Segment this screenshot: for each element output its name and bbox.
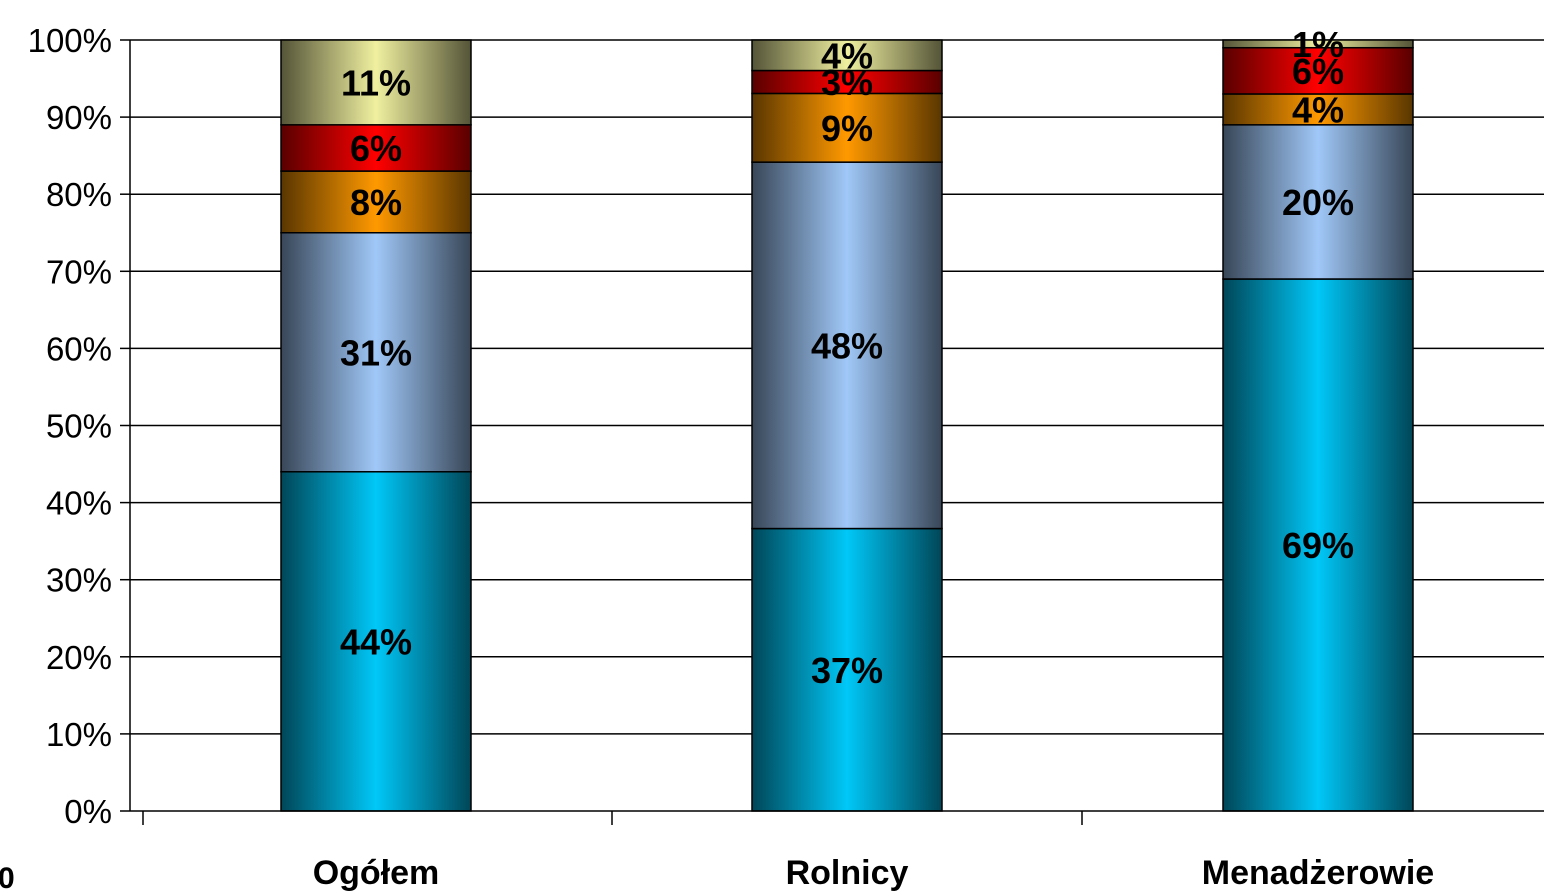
- data-label: 44%: [340, 621, 412, 662]
- bar-segment: [1222, 46, 1414, 95]
- data-label: 6%: [1292, 51, 1344, 92]
- data-label: 20%: [1282, 182, 1354, 223]
- bar-segment: [1222, 93, 1414, 126]
- y-tick-label: 50%: [46, 408, 112, 445]
- y-tick-label: 80%: [46, 176, 112, 213]
- bar-segment: [751, 92, 943, 163]
- data-label: 1%: [1292, 24, 1344, 65]
- data-label: 48%: [811, 325, 883, 366]
- y-tick-label: 40%: [46, 485, 112, 522]
- data-labels: 44%31%8%6%11%37%48%9%3%4%69%20%4%6%1%: [340, 24, 1354, 691]
- bar-segment: [280, 471, 472, 812]
- y-tick-label: 100%: [28, 22, 112, 59]
- bar-segment: [1222, 39, 1414, 49]
- x-category-label: Ogółem: [313, 854, 440, 892]
- y-tick-label: 60%: [46, 330, 112, 367]
- x-axis-category-labels: Ogółem Rolnicy Menadżerowie: [313, 854, 1434, 892]
- data-label: 11%: [341, 62, 411, 103]
- data-label: 3%: [821, 62, 873, 103]
- y-tick-label: 10%: [46, 716, 112, 753]
- y-axis-tick-labels: 0% 10% 20% 30% 40% 50% 60% 70% 80% 90% 100%: [28, 22, 112, 830]
- data-label: 69%: [1282, 525, 1354, 566]
- x-category-label: Menadżerowie: [1202, 854, 1434, 892]
- data-label: 31%: [340, 332, 412, 373]
- data-label: 8%: [350, 182, 402, 223]
- y-tick-label: 30%: [46, 562, 112, 599]
- bar-segment: [751, 161, 943, 530]
- axes: [129, 40, 1544, 825]
- data-label: 37%: [811, 650, 883, 691]
- data-label: 4%: [821, 35, 873, 76]
- data-label: 9%: [821, 108, 873, 149]
- bar-segment: [751, 39, 943, 72]
- x-category-label: Rolnicy: [786, 854, 909, 892]
- data-label: 6%: [350, 128, 402, 169]
- y-tick-label: 20%: [46, 639, 112, 676]
- bars: [280, 39, 1414, 812]
- bar-segment: [1222, 278, 1414, 812]
- y-tick-label: 70%: [46, 253, 112, 290]
- stray-text: 0: [0, 862, 15, 895]
- data-label: 4%: [1292, 89, 1344, 130]
- y-tick-label: 90%: [46, 99, 112, 136]
- bar-segment: [280, 232, 472, 473]
- bar-segment: [280, 39, 472, 126]
- y-tick-label: 0%: [64, 793, 112, 830]
